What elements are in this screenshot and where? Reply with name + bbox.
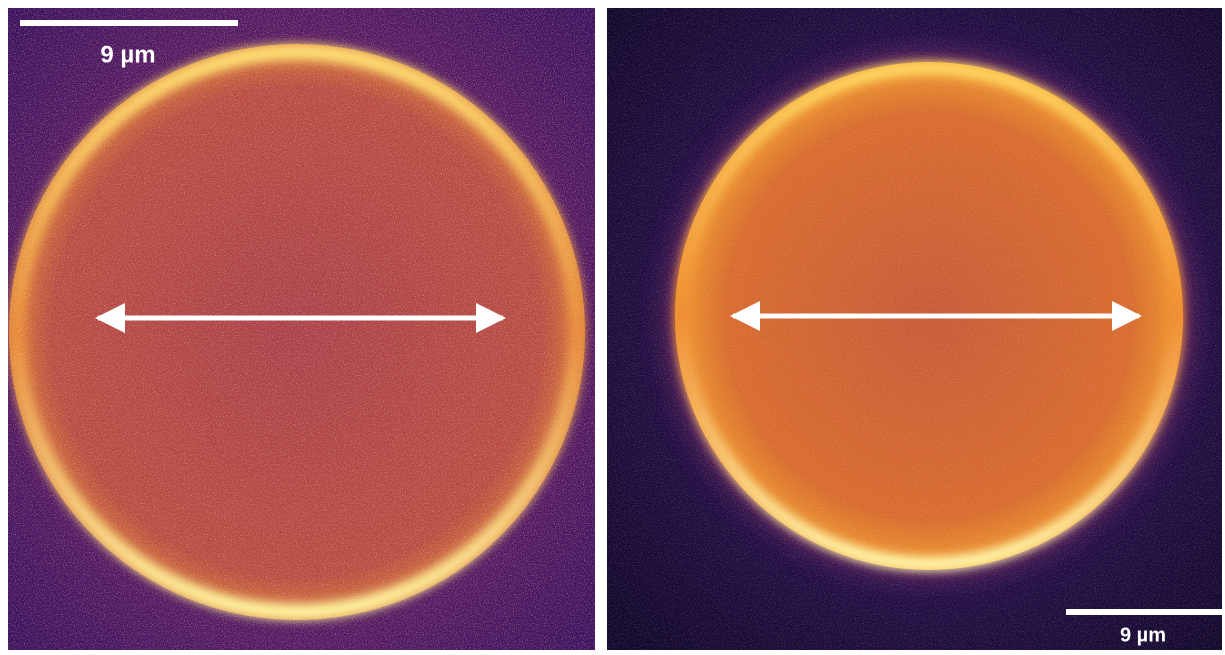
right-panel: 9 µm [607,8,1222,650]
noise [8,8,595,650]
scale-bar-label: 9 µm [100,41,155,68]
left-panel: 9 µm [8,8,595,650]
scale-bar-label: 9 µm [1120,624,1166,646]
figure: 9 µm 9 µm [0,0,1225,655]
noise [607,8,1222,650]
